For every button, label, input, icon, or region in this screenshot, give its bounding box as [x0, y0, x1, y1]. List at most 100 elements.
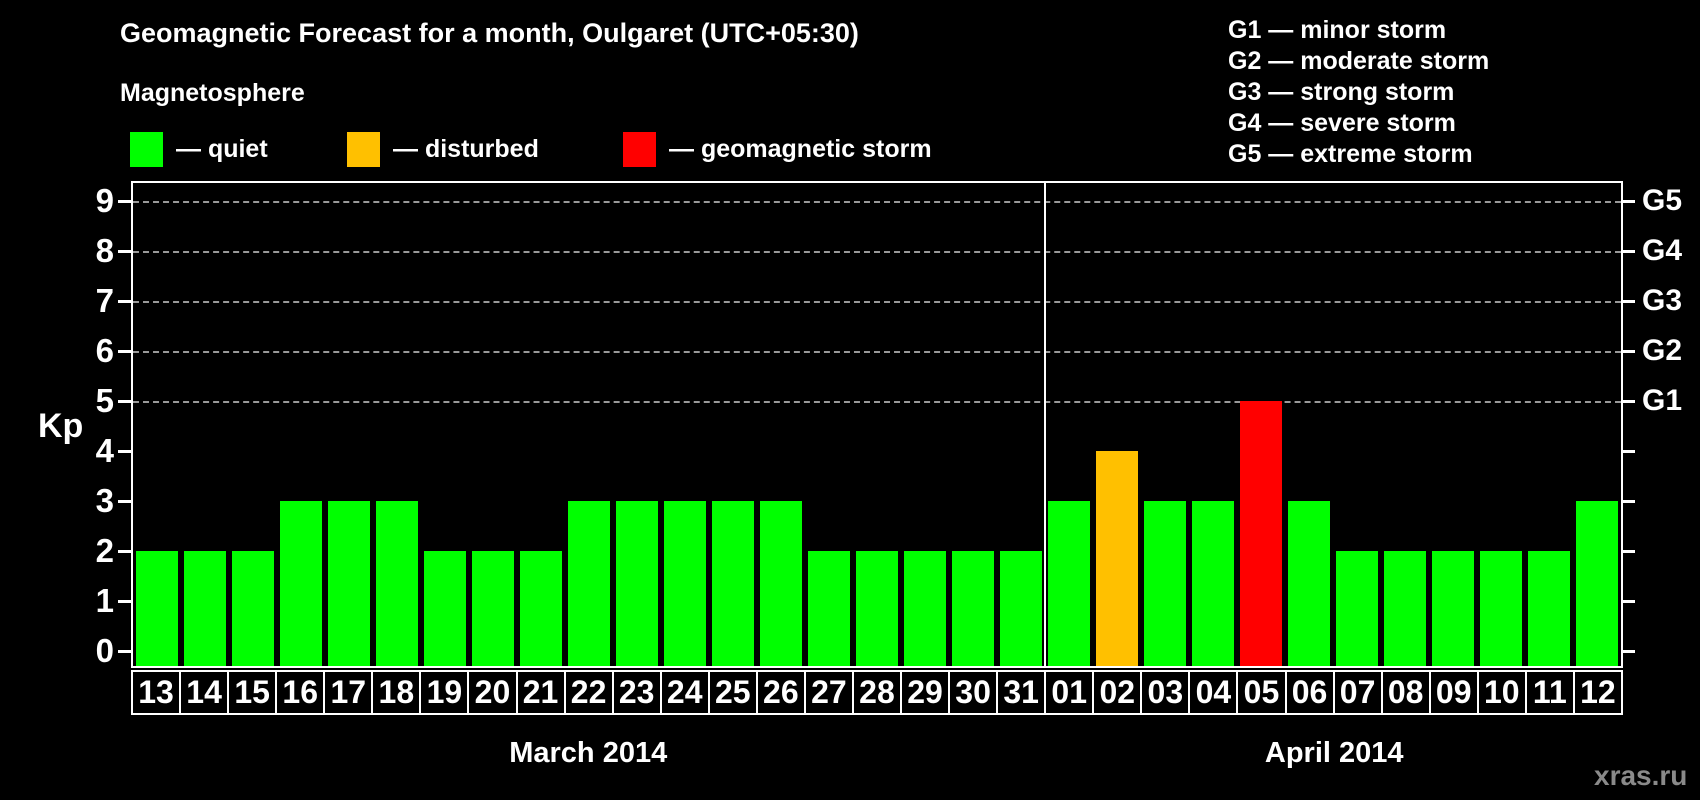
date-cell-17: 17	[323, 670, 374, 715]
gridline-kp6	[133, 351, 1621, 353]
kp-bar-08	[1384, 551, 1426, 666]
month-divider	[1044, 183, 1046, 666]
date-cell-16: 16	[275, 670, 326, 715]
kp-tick-right-4	[1622, 450, 1635, 453]
kp-tick-label-6: 6	[95, 332, 114, 369]
storm-color-swatch	[623, 132, 656, 167]
date-cell-21: 21	[515, 670, 566, 715]
kp-tick-left-1	[118, 600, 131, 603]
kp-bar-05	[1240, 401, 1282, 666]
g-legend-item-g5: G5 — extreme storm	[1228, 140, 1473, 168]
g-legend-item-g3: G3 — strong storm	[1228, 78, 1455, 106]
kp-tick-label-1: 1	[95, 582, 114, 619]
date-cell-26: 26	[755, 670, 806, 715]
kp-tick-left-5	[118, 400, 131, 403]
kp-bar-23	[616, 501, 658, 666]
kp-bar-17	[328, 501, 370, 666]
gridline-kp7	[133, 301, 1621, 303]
kp-bar-02	[1096, 451, 1138, 666]
kp-tick-right-8	[1622, 250, 1635, 253]
kp-tick-left-0	[118, 650, 131, 653]
kp-bar-11	[1528, 551, 1570, 666]
kp-tick-left-6	[118, 350, 131, 353]
kp-bar-14	[184, 551, 226, 666]
date-cell-20: 20	[467, 670, 518, 715]
kp-tick-right-0	[1622, 650, 1635, 653]
kp-tick-label-3: 3	[95, 482, 114, 519]
kp-tick-label-9: 9	[95, 182, 114, 219]
kp-tick-right-6	[1622, 350, 1635, 353]
kp-bar-31	[1000, 551, 1042, 666]
kp-bar-03	[1144, 501, 1186, 666]
g-legend-item-g2: G2 — moderate storm	[1228, 47, 1490, 75]
kp-bar-25	[712, 501, 754, 666]
kp-bar-01	[1048, 501, 1090, 666]
kp-bar-26	[760, 501, 802, 666]
kp-bar-27	[808, 551, 850, 666]
g-tick-label-g3: G3	[1642, 284, 1683, 317]
kp-bar-22	[568, 501, 610, 666]
date-cell-05: 05	[1236, 670, 1287, 715]
date-cell-03: 03	[1140, 670, 1191, 715]
kp-bar-29	[904, 551, 946, 666]
kp-tick-label-0: 0	[95, 632, 114, 669]
kp-tick-left-2	[118, 550, 131, 553]
date-cell-23: 23	[611, 670, 662, 715]
date-cell-14: 14	[179, 670, 230, 715]
kp-tick-left-7	[118, 300, 131, 303]
g-tick-label-g5: G5	[1642, 184, 1683, 217]
g-legend-item-g4: G4 — severe storm	[1228, 109, 1456, 137]
date-cell-25: 25	[707, 670, 758, 715]
kp-bar-24	[664, 501, 706, 666]
kp-tick-label-8: 8	[95, 232, 114, 269]
date-cell-30: 30	[948, 670, 999, 715]
date-cell-01: 01	[1044, 670, 1095, 715]
legend-item-disturbed: — disturbed	[347, 132, 539, 167]
g-tick-label-g4: G4	[1642, 234, 1683, 267]
date-cell-10: 10	[1476, 670, 1527, 715]
kp-tick-left-3	[118, 500, 131, 503]
kp-tick-right-3	[1622, 500, 1635, 503]
quiet-color-swatch	[130, 132, 163, 167]
kp-bar-10	[1480, 551, 1522, 666]
kp-bar-20	[472, 551, 514, 666]
date-cell-15: 15	[227, 670, 278, 715]
kp-tick-left-4	[118, 450, 131, 453]
gridline-kp5	[133, 401, 1621, 403]
kp-bar-15	[232, 551, 274, 666]
legend-item-storm: — geomagnetic storm	[623, 132, 932, 167]
date-cell-12: 12	[1572, 670, 1623, 715]
g-tick-label-g1: G1	[1642, 384, 1683, 417]
kp-bar-09	[1432, 551, 1474, 666]
kp-bar-12	[1576, 501, 1618, 666]
kp-tick-right-7	[1622, 300, 1635, 303]
g-legend-item-g1: G1 — minor storm	[1228, 16, 1447, 44]
kp-tick-label-2: 2	[95, 532, 114, 569]
date-cell-29: 29	[900, 670, 951, 715]
kp-tick-right-1	[1622, 600, 1635, 603]
watermark: xras.ru	[1594, 760, 1688, 791]
kp-bar-30	[952, 551, 994, 666]
date-cell-18: 18	[371, 670, 422, 715]
kp-bar-06	[1288, 501, 1330, 666]
plot-area	[131, 181, 1623, 668]
kp-tick-label-7: 7	[95, 282, 114, 319]
kp-tick-label-5: 5	[95, 382, 114, 419]
legend-label-disturbed: — disturbed	[393, 135, 539, 163]
gridline-kp8	[133, 251, 1621, 253]
gridline-kp9	[133, 201, 1621, 203]
chart-title: Geomagnetic Forecast for a month, Oulgar…	[120, 18, 859, 48]
kp-tick-right-5	[1622, 400, 1635, 403]
date-axis-row: 13 14 15 16 17 18 19 20 21 22 23 24 25 26 27 28 29 30 31 01…	[131, 670, 1623, 715]
g-tick-label-g2: G2	[1642, 334, 1683, 367]
legend-item-quiet: — quiet	[130, 132, 268, 167]
date-cell-08: 08	[1380, 670, 1431, 715]
month-label-march: March 2014	[509, 737, 668, 769]
kp-tick-left-8	[118, 250, 131, 253]
date-cell-04: 04	[1188, 670, 1239, 715]
kp-tick-right-9	[1622, 200, 1635, 203]
legend-label-quiet: — quiet	[176, 135, 268, 163]
disturbed-color-swatch	[347, 132, 380, 167]
legend-label-storm: — geomagnetic storm	[669, 135, 932, 163]
